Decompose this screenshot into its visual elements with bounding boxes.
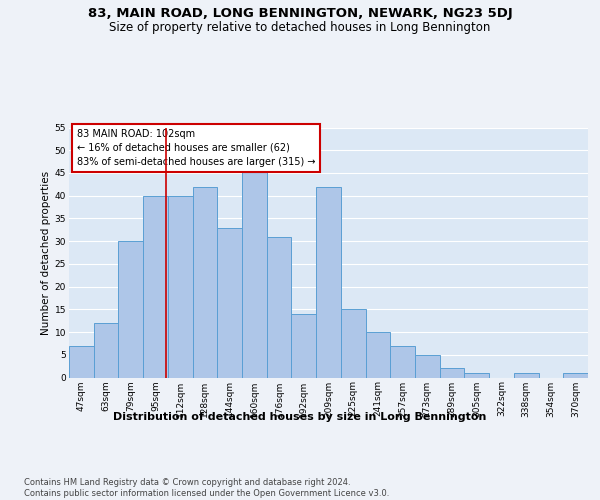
Bar — [193, 186, 217, 378]
Bar — [365, 332, 390, 378]
Bar — [341, 310, 365, 378]
Text: 83 MAIN ROAD: 102sqm
← 16% of detached houses are smaller (62)
83% of semi-detac: 83 MAIN ROAD: 102sqm ← 16% of detached h… — [77, 128, 315, 167]
Text: 83, MAIN ROAD, LONG BENNINGTON, NEWARK, NG23 5DJ: 83, MAIN ROAD, LONG BENNINGTON, NEWARK, … — [88, 8, 512, 20]
Bar — [94, 323, 118, 378]
Bar — [292, 314, 316, 378]
Bar — [390, 346, 415, 378]
Bar — [440, 368, 464, 378]
Bar — [242, 168, 267, 378]
Text: Size of property relative to detached houses in Long Bennington: Size of property relative to detached ho… — [109, 21, 491, 34]
Bar — [464, 373, 489, 378]
Bar — [118, 241, 143, 378]
Bar — [69, 346, 94, 378]
Y-axis label: Number of detached properties: Number of detached properties — [41, 170, 50, 334]
Bar — [415, 355, 440, 378]
Bar — [514, 373, 539, 378]
Bar — [316, 186, 341, 378]
Text: Distribution of detached houses by size in Long Bennington: Distribution of detached houses by size … — [113, 412, 487, 422]
Bar — [217, 228, 242, 378]
Bar — [267, 236, 292, 378]
Bar — [563, 373, 588, 378]
Text: Contains HM Land Registry data © Crown copyright and database right 2024.
Contai: Contains HM Land Registry data © Crown c… — [24, 478, 389, 498]
Bar — [143, 196, 168, 378]
Bar — [168, 196, 193, 378]
